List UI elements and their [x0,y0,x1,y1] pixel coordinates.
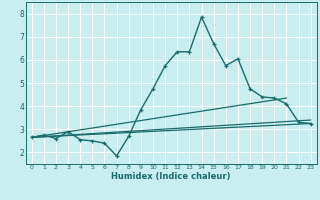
X-axis label: Humidex (Indice chaleur): Humidex (Indice chaleur) [111,172,231,181]
